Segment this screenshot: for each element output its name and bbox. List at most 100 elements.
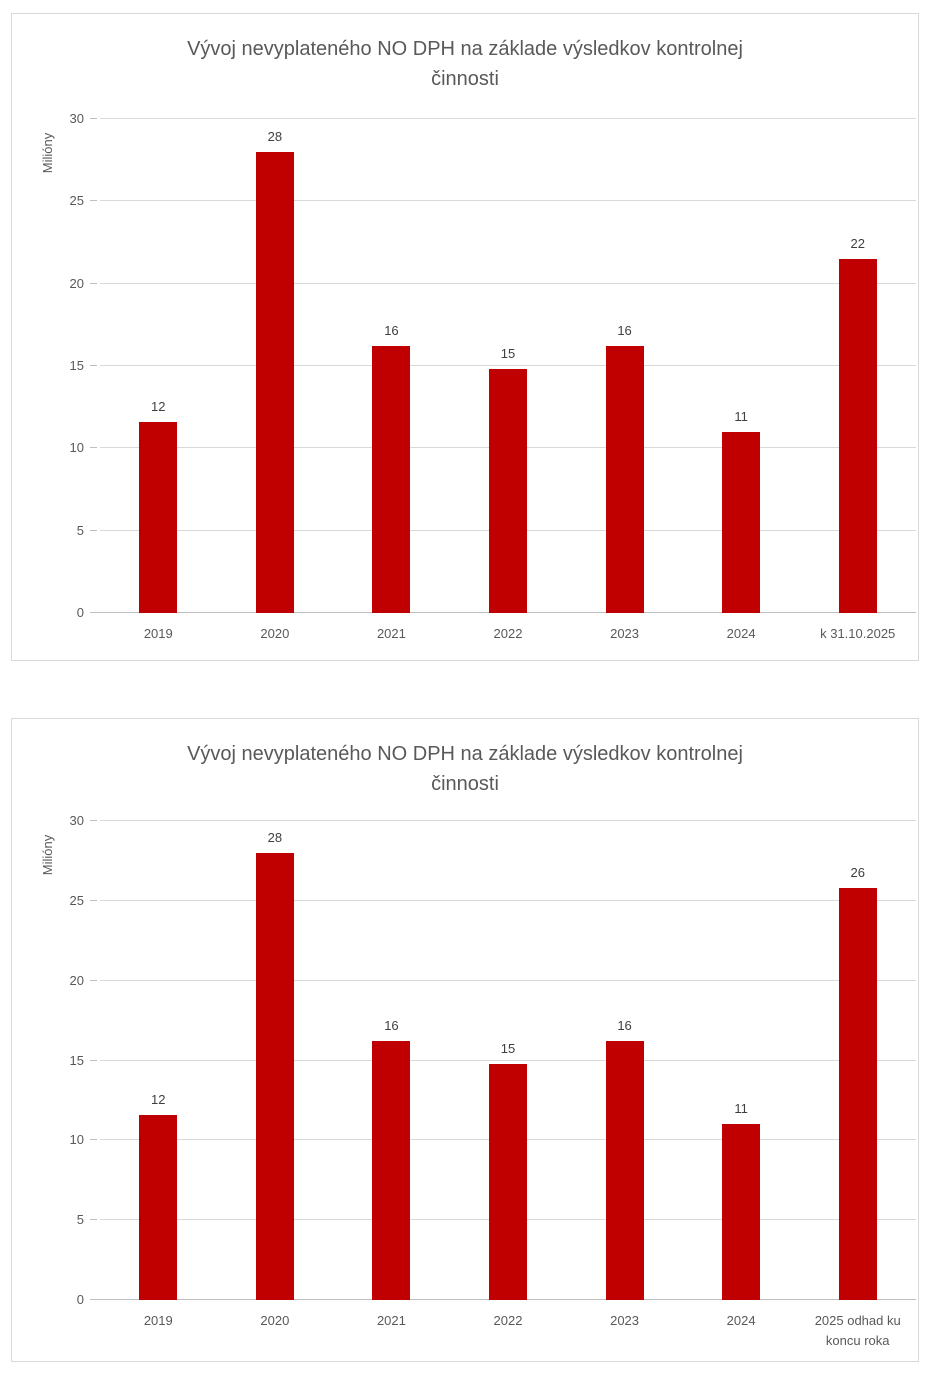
bar-value-label-2020: 28 — [267, 128, 283, 144]
bar-slot-2022: 15 2022 — [450, 821, 567, 1328]
y-tick-mark-20 — [90, 282, 97, 284]
y-tick-mark-15 — [90, 365, 97, 366]
gridline-y-20 — [100, 282, 916, 284]
bar-slot-2024: 11 2024 — [683, 119, 800, 641]
chart-title-line-2: činnosti — [431, 773, 499, 795]
bar-value-label-2020: 28 — [267, 829, 283, 845]
bar-value-label-2023: 16 — [617, 1018, 632, 1034]
x-category-label-2021: 2021 — [376, 626, 406, 641]
x-category-label-2021: 2021 — [376, 1313, 406, 1328]
bar-slot-2024: 11 2024 — [683, 821, 800, 1328]
chart-title-line-2: činnosti — [431, 68, 499, 90]
y-tick-mark-25 — [90, 200, 97, 202]
y-tick-label-25: 25 — [69, 193, 84, 209]
bar-value-label-2022: 15 — [500, 1040, 516, 1056]
bar-2020 — [255, 151, 294, 613]
bar-value-label-2023: 16 — [617, 323, 632, 339]
bar-value-label-k 31.10.2025: 22 — [850, 235, 865, 251]
bar-slot-2019: 12 2019 — [100, 821, 217, 1328]
x-category-label-2025 odhad ku koncu roka: 2025 odhad ku koncu roka — [814, 1313, 901, 1348]
y-tick-label-15: 15 — [69, 358, 84, 373]
y-tick-label-15: 15 — [69, 1052, 84, 1068]
bar-slot-2021: 16 2021 — [333, 119, 450, 641]
y-tick-label-30: 30 — [69, 111, 84, 126]
bar-value-label-2022: 15 — [500, 346, 516, 362]
chart-title: Vývoj nevyplateného NO DPH na základe vý… — [12, 34, 918, 94]
chart-title-line-1: Vývoj nevyplateného NO DPH na základe vý… — [187, 743, 743, 765]
gridline-y-30 — [100, 820, 916, 821]
bar-value-label-2024: 11 — [734, 1101, 748, 1117]
y-tick-mark-30 — [90, 118, 97, 119]
bar-2023 — [605, 1041, 644, 1300]
bar-slot-2021: 16 2021 — [333, 821, 450, 1328]
plot-area: Milióny 0 5 10 15 20 25 30 12 2019 28 2020 16 2021 15… — [40, 814, 916, 1348]
bar-value-label-2019: 12 — [151, 1091, 166, 1107]
bar-slot-2023: 16 2023 — [566, 821, 683, 1328]
x-category-label-2024: 2024 — [726, 1313, 756, 1328]
y-tick-mark-10 — [90, 1139, 97, 1141]
y-tick-mark-15 — [90, 1059, 97, 1061]
bar-2021 — [372, 1041, 411, 1300]
y-tick-mark-5 — [90, 529, 97, 531]
x-category-label-2020: 2020 — [260, 626, 290, 641]
chart-title-line-1: Vývoj nevyplateného NO DPH na základe vý… — [187, 38, 743, 60]
bar-slot-2022: 15 2022 — [450, 119, 567, 641]
gridline-y-30 — [100, 118, 916, 119]
y-tick-mark-25 — [90, 899, 97, 901]
bar-2021 — [372, 346, 411, 613]
y-tick-label-0: 0 — [76, 605, 84, 620]
bar-2024 — [722, 431, 761, 613]
y-tick-label-30: 30 — [69, 813, 84, 828]
x-category-label-2023: 2023 — [610, 1313, 640, 1328]
y-tick-mark-30 — [90, 820, 97, 821]
chart-title: Vývoj nevyplateného NO DPH na základe vý… — [12, 739, 918, 799]
bar-slot-2020: 28 2020 — [217, 119, 334, 641]
bar-slot-2019: 12 2019 — [100, 119, 217, 641]
x-category-label-k 31.10.2025: k 31.10.2025 — [820, 626, 896, 641]
bar-2019 — [139, 1114, 178, 1300]
gridline-y-20 — [100, 979, 916, 981]
y-tick-mark-5 — [90, 1219, 97, 1221]
x-category-label-2022: 2022 — [493, 626, 523, 641]
y-tick-label-20: 20 — [69, 275, 84, 291]
gridline-y-25 — [100, 899, 916, 901]
bar-value-label-2025 odhad ku koncu roka: 26 — [850, 865, 865, 881]
chart-bottom-unpaid-vat-box: Vývoj nevyplateného NO DPH na základe vý… — [11, 718, 919, 1362]
gridline-y-15 — [100, 365, 916, 366]
bar-k 31.10.2025 — [838, 258, 877, 613]
gridline-y-25 — [100, 200, 916, 202]
y-tick-label-10: 10 — [69, 1132, 84, 1148]
y-tick-label-5: 5 — [76, 1212, 84, 1228]
bar-2022 — [488, 369, 527, 613]
bar-2024 — [722, 1124, 761, 1300]
gridline-y-15 — [100, 1059, 916, 1061]
bar-2022 — [488, 1063, 527, 1300]
y-tick-label-20: 20 — [69, 972, 84, 988]
y-axis-title: Milióny — [40, 834, 55, 876]
y-tick-label-5: 5 — [76, 522, 84, 538]
bar-value-label-2019: 12 — [151, 399, 166, 414]
x-category-label-2019: 2019 — [143, 1313, 173, 1328]
bar-2023 — [605, 346, 644, 613]
bar-slot-2023: 16 2023 — [566, 119, 683, 641]
y-tick-label-10: 10 — [69, 440, 84, 456]
bar-slot-2025 odhad ku koncu roka: 26 2025 odhad ku koncu roka — [799, 821, 916, 1347]
x-category-label-2023: 2023 — [610, 626, 640, 641]
bar-2020 — [255, 852, 294, 1300]
y-tick-mark-10 — [90, 447, 97, 449]
bar-2025 odhad ku koncu roka — [838, 888, 877, 1300]
x-category-label-2019: 2019 — [143, 626, 173, 641]
chart-top-unpaid-vat-box: Vývoj nevyplateného NO DPH na základe vý… — [11, 13, 919, 661]
bar-value-label-2024: 11 — [734, 408, 748, 424]
y-tick-label-25: 25 — [69, 892, 84, 908]
x-category-label-2022: 2022 — [493, 1313, 523, 1328]
bar-2019 — [139, 422, 178, 613]
plot-area: Milióny 0 5 10 15 20 25 30 12 2019 28 2020 16 2021 15… — [40, 112, 916, 641]
x-category-label-2024: 2024 — [726, 626, 756, 641]
bar-value-label-2021: 16 — [384, 1018, 399, 1034]
bar-value-label-2021: 16 — [384, 323, 399, 339]
y-tick-mark-20 — [90, 979, 97, 981]
y-tick-label-0: 0 — [76, 1292, 84, 1307]
x-category-label-2020: 2020 — [260, 1313, 290, 1328]
